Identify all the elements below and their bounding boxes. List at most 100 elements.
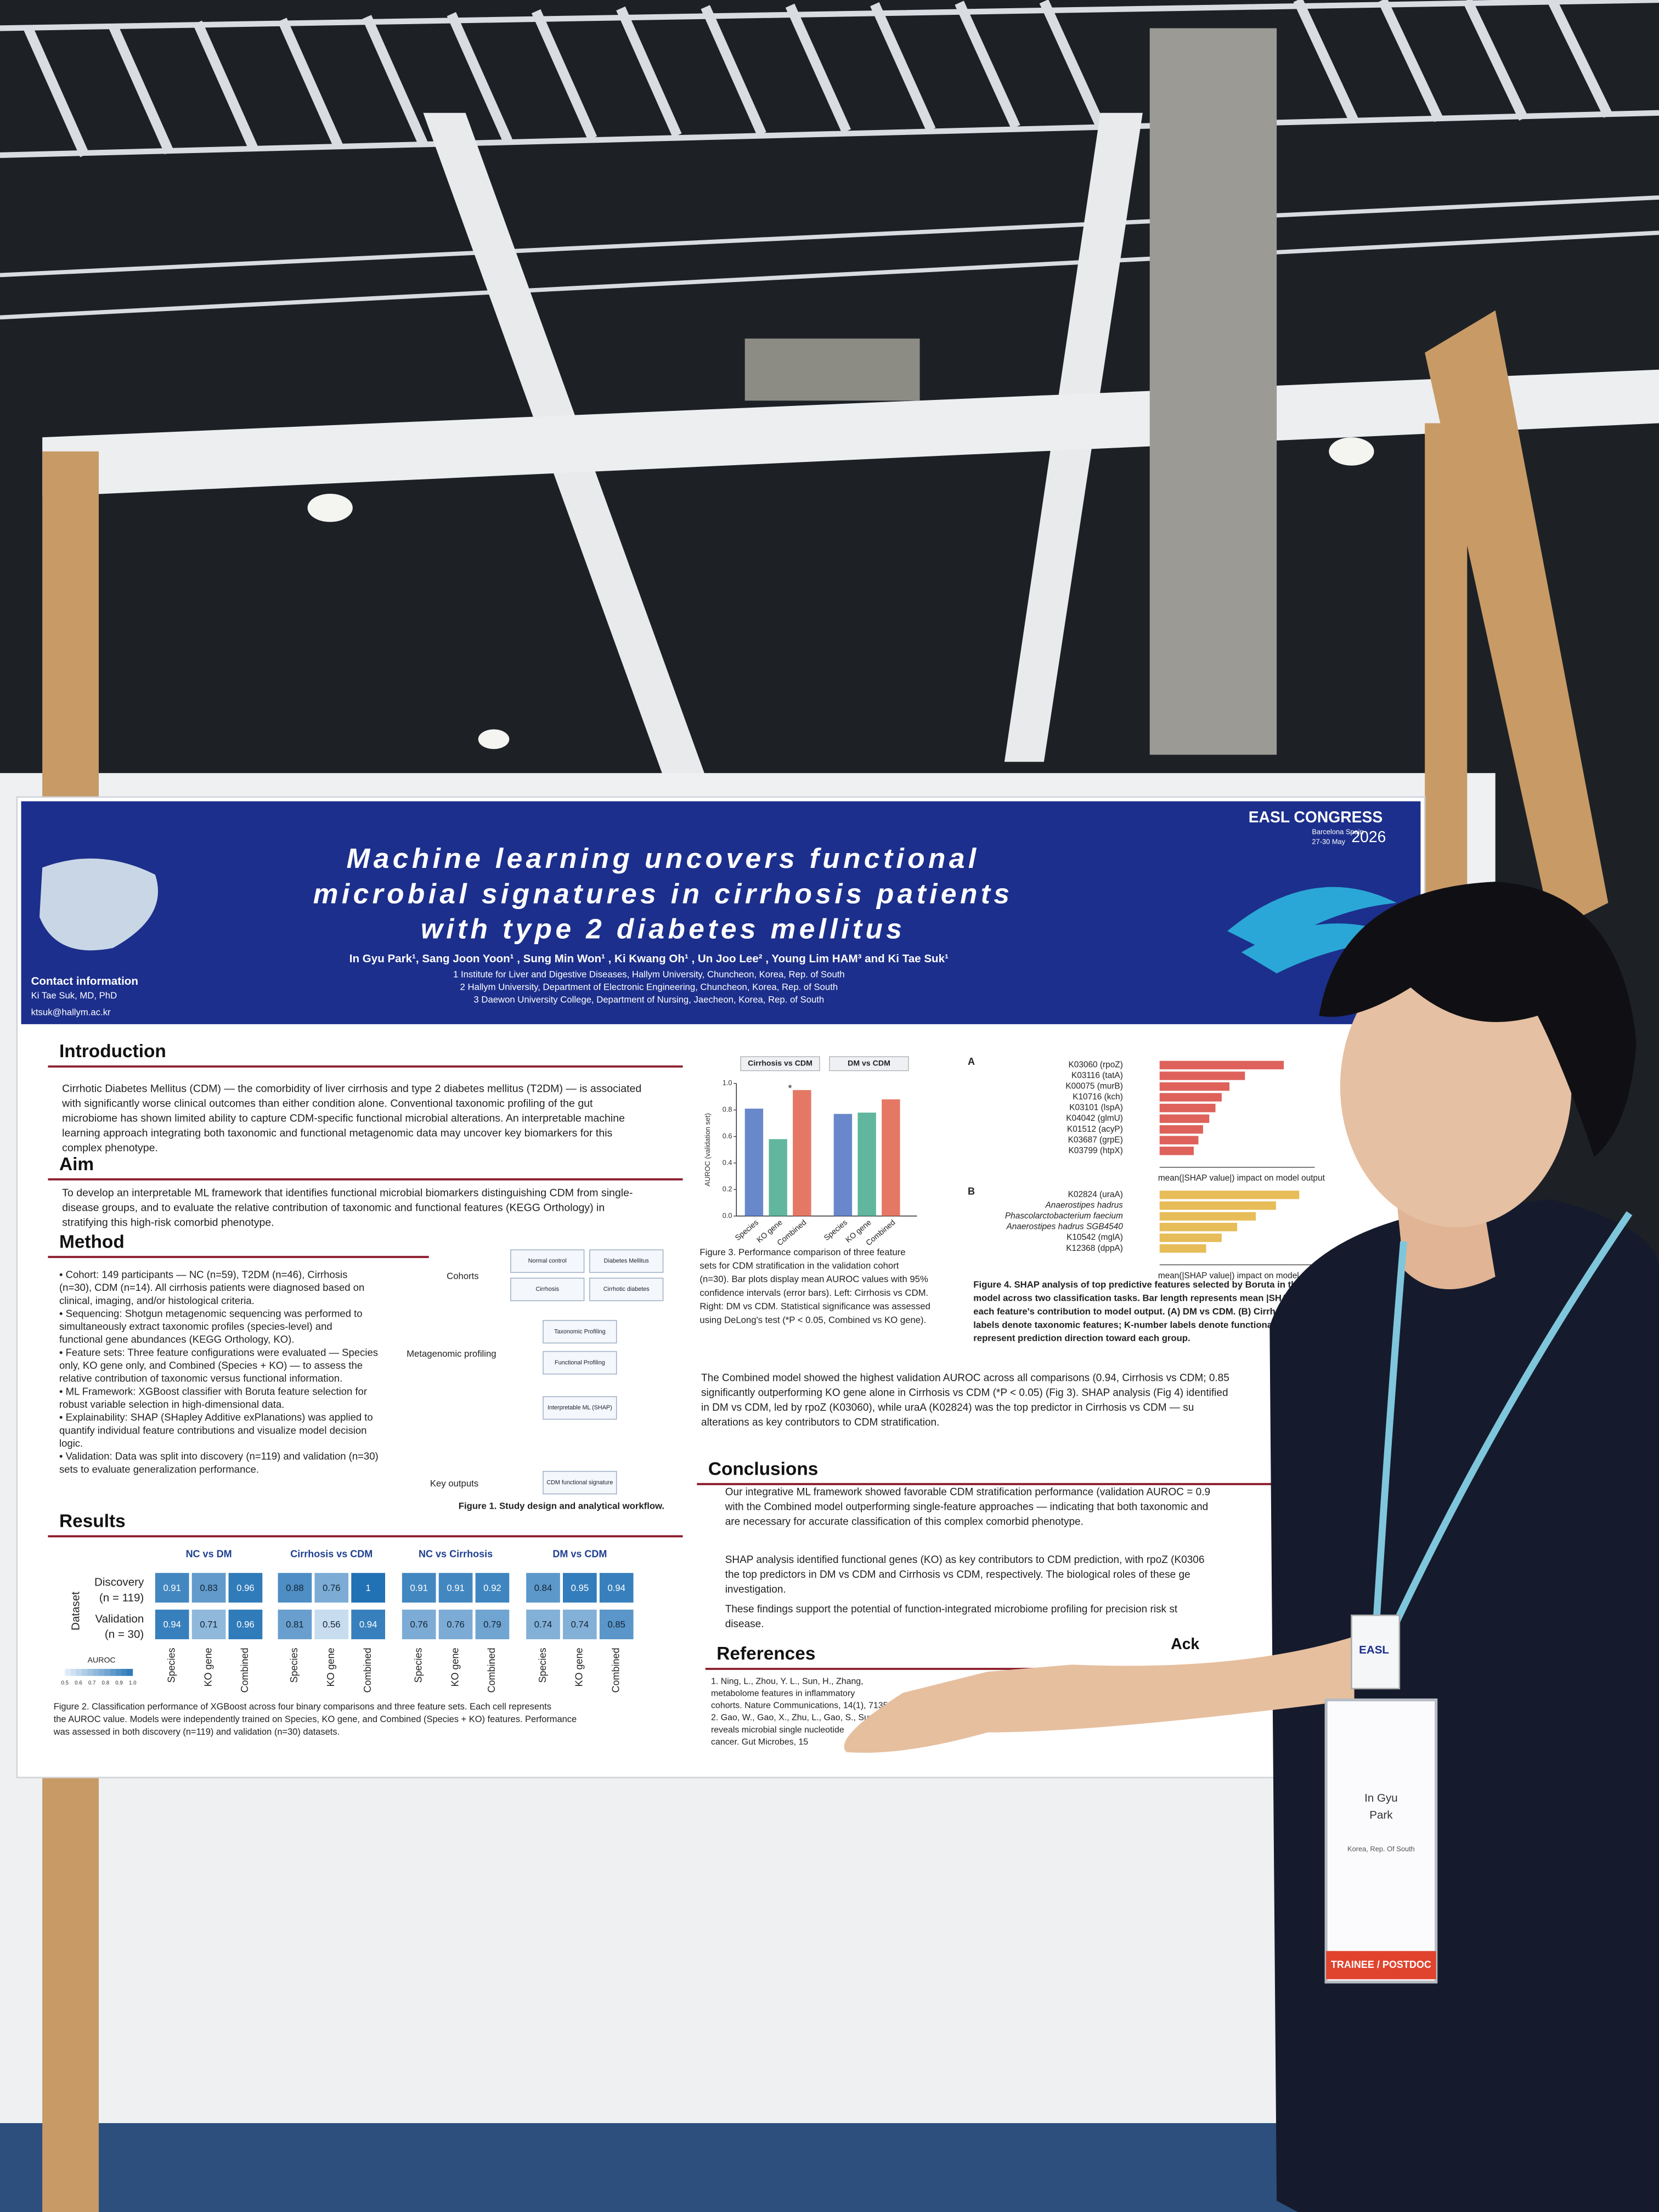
contact-heading: Contact information (31, 975, 138, 988)
shap-bar (1159, 1212, 1256, 1221)
shap-bar (1159, 1060, 1284, 1070)
text-line: clinical, imaging, and/or histological c… (59, 1295, 255, 1306)
heatmap-cell (351, 1610, 385, 1639)
heatmap-cell (599, 1573, 634, 1603)
badge-first-name: In Gyu (1364, 1792, 1398, 1804)
text-line: 2. Gao, W., Gao, X., Zhu, L., Gao, S., S… (711, 1713, 888, 1723)
bar (857, 1113, 876, 1216)
feature-label: Phascolarctobacterium faecium (1005, 1211, 1123, 1221)
fig1-label: Cohorts (447, 1271, 479, 1282)
bar (744, 1108, 764, 1216)
text-line: The Combined model showed the highest va… (701, 1372, 1229, 1384)
heatmap-value: 0.76 (410, 1620, 428, 1630)
text-line: with significantly worse clinical outcom… (61, 1097, 593, 1109)
text-line: To develop an interpretable ML framework… (62, 1187, 633, 1199)
heatmap-title: NC vs Cirrhosis (419, 1548, 493, 1559)
text-line: (n=30), CDM (n=14). All cirrhosis patien… (59, 1282, 364, 1293)
fig1-box (589, 1249, 664, 1273)
shap-bar (1159, 1244, 1206, 1253)
legend-swatch (115, 1669, 122, 1676)
light (478, 729, 510, 749)
truss (0, 0, 1659, 320)
heatmap-row: (n = 119) (99, 1592, 144, 1604)
text-line: microbiome has shown limited ability to … (62, 1112, 625, 1124)
shap-bar (1159, 1114, 1210, 1123)
heatmap-cell (228, 1610, 263, 1639)
legend-swatch (110, 1669, 116, 1676)
legend-tick: 0.9 (115, 1680, 123, 1686)
heatmap-cell (278, 1573, 312, 1603)
text-line: • Feature sets: Three feature configurat… (59, 1346, 378, 1358)
fig1-box (510, 1249, 585, 1273)
heatmap-column: Combined (239, 1647, 250, 1692)
person (844, 882, 1659, 2212)
feature-label: K01512 (acyP) (1067, 1125, 1123, 1134)
figure-caption: Figure 1. Study design and analytical wo… (459, 1501, 664, 1511)
y-tick-label: 0.6 (723, 1132, 732, 1140)
text-line: • Sequencing: Shotgun metagenomic sequen… (59, 1307, 363, 1319)
heatmap-value: 0.91 (163, 1583, 181, 1593)
text-line: cancer. Gut Microbes, 15 (711, 1737, 808, 1747)
text-line: sets to evaluate generalization performa… (59, 1463, 259, 1475)
legend-tick: 0.8 (102, 1680, 110, 1686)
legend-swatch (104, 1669, 111, 1676)
text-line: was assessed in both discovery (n=119) a… (53, 1727, 340, 1737)
text-line: robust variable selection in high-dimens… (59, 1398, 284, 1410)
conclusion-line: the top predictors in DM vs CDM and Cirr… (725, 1569, 1190, 1581)
contact-email: ktsuk@hallym.ac.kr (31, 1007, 111, 1018)
bar (793, 1090, 811, 1216)
shap-bar (1159, 1136, 1199, 1144)
feature-label: K03101 (lspA) (1069, 1103, 1123, 1113)
y-tick-label: 0.4 (723, 1158, 732, 1166)
heatmap-value: 0.94 (359, 1620, 377, 1630)
text-line: Cirrhotic Diabetes Mellitus (CDM) — the … (62, 1082, 641, 1094)
heatmap-title: DM vs CDM (552, 1548, 607, 1559)
legend-tick: 0.5 (61, 1680, 69, 1686)
fig1-box (543, 1396, 617, 1420)
panel-title: Cirrhosis vs CDM (748, 1059, 812, 1068)
text-line: complex phenotype. (62, 1142, 158, 1154)
fig1-box (510, 1277, 585, 1301)
heatmap-column: Species (537, 1647, 548, 1683)
heatmap-value: 0.56 (323, 1620, 341, 1630)
logo-dates: 27-30 May (1312, 838, 1345, 846)
legend-swatch (82, 1669, 88, 1676)
text-line: model across two classification tasks. B… (973, 1293, 1371, 1303)
panel-title-box (829, 1056, 909, 1071)
text-line: • ML Framework: XGBoost classifier with … (59, 1385, 367, 1397)
text-line: quantify individual feature contribution… (59, 1424, 366, 1436)
shap-bar (1159, 1071, 1245, 1080)
heatmap-title: NC vs DM (186, 1548, 232, 1559)
section-heading: Aim (59, 1154, 94, 1175)
logo-place: Barcelona Spain (1312, 828, 1363, 836)
axis-label: AUROC (validation set) (703, 1113, 712, 1186)
fig1-box-label: Cirrhosis (535, 1286, 559, 1293)
text-line: reveals microbial single nucleotide (711, 1725, 844, 1735)
section-heading: Method (59, 1232, 125, 1252)
shap-bar (1159, 1147, 1194, 1155)
liver-icon (40, 858, 158, 951)
text-line: relative contribution of taxonomic versu… (59, 1373, 342, 1384)
fig1-box (589, 1277, 664, 1301)
legend-swatch (70, 1669, 77, 1676)
fig1-label: Key outputs (430, 1479, 478, 1489)
affiliation: 2 Hallym University, Department of Elect… (460, 981, 838, 992)
text-line: logic. (59, 1437, 83, 1449)
heatmap-column: Combined (362, 1647, 373, 1692)
heatmap-cell (475, 1610, 510, 1639)
heatmap-title: Cirrhosis vs CDM (290, 1548, 373, 1559)
text-line: labels denote taxonomic features; K-numb… (973, 1319, 1304, 1330)
text-line: in DM vs CDM, led by rpoZ (K03060), whil… (701, 1402, 1194, 1413)
heatmap-row: Validation (95, 1612, 144, 1625)
heatmap-value: 0.91 (447, 1583, 465, 1593)
shap-bar (1159, 1233, 1222, 1242)
fig1-box-label: Taxonomic Profiling (554, 1328, 605, 1335)
feature-label: K03687 (grpE) (1068, 1135, 1123, 1144)
text-line: simultaneously extract taxonomic profile… (59, 1321, 332, 1332)
heatmap-cell (155, 1573, 189, 1603)
heatmap-value: 0.88 (286, 1583, 304, 1593)
panel-letter: A (968, 1056, 975, 1067)
conclusion-line: These findings support the potential of … (725, 1604, 1178, 1615)
affiliation: 1 Institute for Liver and Digestive Dise… (453, 969, 845, 979)
logo-name: EASL CONGRESS (1249, 808, 1383, 826)
